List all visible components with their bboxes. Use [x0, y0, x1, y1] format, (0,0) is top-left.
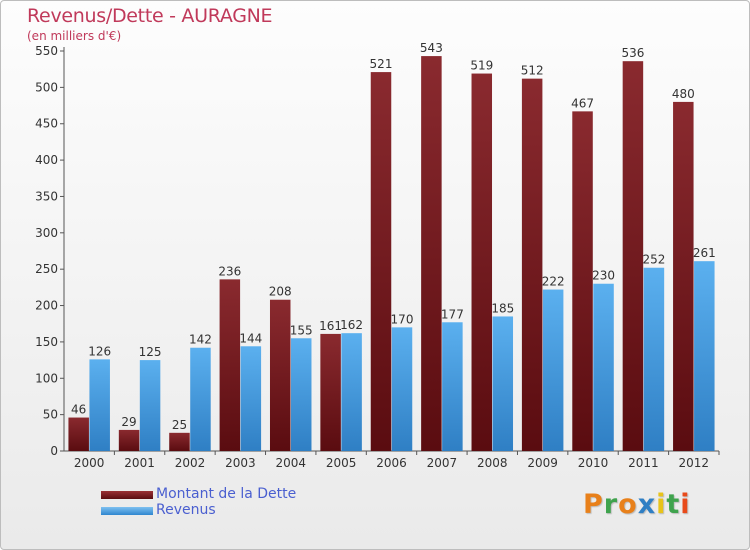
x-tick-label: 2006 [376, 456, 407, 470]
bar-dette [521, 78, 543, 452]
x-tick-label: 2012 [679, 456, 710, 470]
data-label-revenus: 162 [340, 318, 363, 332]
bar-dette [320, 333, 341, 451]
bar-revenus [492, 316, 514, 451]
x-tick-label: 2009 [527, 456, 558, 470]
data-label-dette: 480 [672, 87, 695, 101]
chart-subtitle: (en milliers d'€) [27, 29, 122, 43]
bar-dette [169, 432, 190, 451]
bar-dette [269, 299, 291, 451]
y-tick-label: 200 [35, 299, 58, 313]
bar-dette [68, 417, 89, 451]
logo-letter: t [666, 489, 681, 520]
x-tick-label: 2008 [477, 456, 508, 470]
y-tick-label: 150 [35, 335, 58, 349]
data-label-dette: 29 [121, 415, 136, 429]
data-label-dette: 467 [571, 96, 594, 110]
y-tick-label: 100 [35, 371, 58, 385]
legend-swatch-revenus [101, 507, 153, 515]
bar-dette [622, 61, 644, 451]
data-label-dette: 208 [269, 285, 292, 299]
data-label-revenus: 252 [642, 253, 665, 267]
x-tick-label: 2002 [175, 456, 206, 470]
data-label-revenus: 230 [592, 269, 615, 283]
x-tick-label: 2001 [124, 456, 155, 470]
data-label-dette: 521 [370, 57, 393, 71]
y-tick-label: 300 [35, 226, 58, 240]
legend-swatch-dette [101, 491, 153, 499]
bar-revenus [442, 322, 463, 451]
data-label-dette: 25 [172, 418, 187, 432]
y-tick-label: 0 [50, 444, 58, 458]
x-tick-label: 2011 [628, 456, 659, 470]
y-tick-label: 50 [43, 408, 58, 422]
legend-label-revenus: Revenus [156, 502, 216, 518]
bar-revenus [694, 261, 715, 451]
x-tick-label: 2005 [326, 456, 357, 470]
proxiti-logo: Proxiti [583, 489, 691, 520]
x-tick-label: 2004 [275, 456, 306, 470]
y-tick-label: 400 [35, 153, 58, 167]
logo-letter: i [680, 489, 691, 520]
logo-letter: r [603, 489, 619, 520]
data-label-dette: 519 [470, 59, 493, 73]
data-label-revenus: 222 [542, 275, 565, 289]
data-label-dette: 543 [420, 41, 443, 55]
data-label-revenus: 170 [391, 312, 414, 326]
data-label-dette: 236 [218, 264, 241, 278]
data-label-dette: 161 [319, 319, 342, 333]
logo-letter: x [637, 489, 657, 520]
y-tick-label: 350 [35, 189, 58, 203]
data-label-revenus: 261 [693, 246, 716, 260]
bar-revenus [341, 333, 362, 451]
bar-dette [572, 111, 593, 451]
y-tick-label: 550 [35, 44, 58, 58]
data-label-dette: 46 [71, 403, 86, 417]
bar-revenus [643, 267, 665, 451]
data-label-revenus: 126 [88, 344, 111, 358]
data-label-revenus: 185 [491, 301, 514, 315]
bar-revenus [190, 347, 211, 451]
bar-dette [370, 72, 392, 451]
bar-dette [673, 101, 694, 451]
x-tick-label: 2010 [578, 456, 609, 470]
legend-label-dette: Montant de la Dette [156, 486, 297, 502]
bar-dette [421, 56, 442, 451]
x-tick-label: 2003 [225, 456, 256, 470]
data-label-revenus: 142 [189, 333, 212, 347]
bar-revenus [290, 338, 312, 451]
data-label-revenus: 144 [239, 331, 262, 345]
bar-dette [118, 429, 140, 451]
bar-revenus [593, 283, 614, 451]
bar-revenus [240, 346, 262, 451]
bar-revenus [542, 289, 564, 451]
bar-dette [219, 279, 241, 451]
logo-letter: i [656, 489, 667, 520]
logo-letter: o [618, 489, 638, 520]
data-label-revenus: 177 [441, 307, 464, 321]
x-tick-label: 2007 [427, 456, 458, 470]
bar-revenus [391, 327, 413, 451]
data-label-dette: 536 [621, 46, 644, 60]
bar-revenus [139, 360, 161, 451]
logo-letter: P [583, 489, 604, 520]
y-tick-label: 250 [35, 262, 58, 276]
bar-revenus [89, 359, 110, 451]
data-label-dette: 512 [521, 64, 544, 78]
bar-dette [471, 73, 493, 451]
y-tick-label: 450 [35, 117, 58, 131]
data-label-revenus: 125 [139, 345, 162, 359]
chart-title: Revenus/Dette - AURAGNE [27, 5, 273, 27]
y-tick-label: 500 [35, 80, 58, 94]
data-label-revenus: 155 [290, 323, 313, 337]
x-tick-label: 2000 [74, 456, 105, 470]
